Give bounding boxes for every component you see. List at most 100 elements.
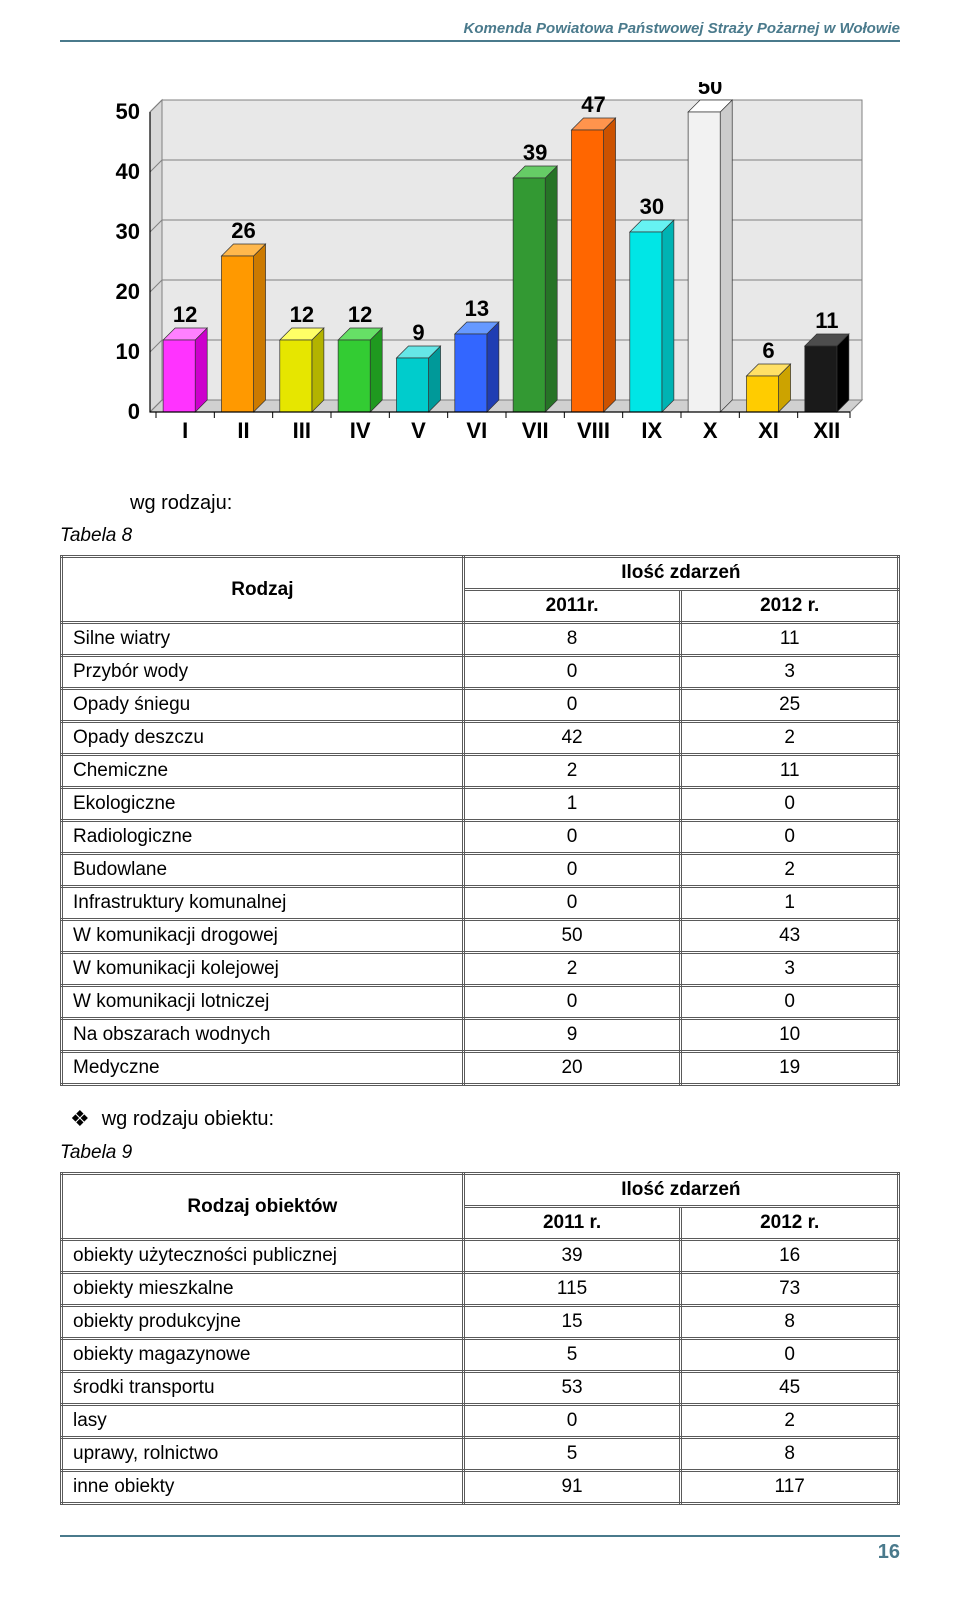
svg-text:50: 50 bbox=[698, 82, 722, 99]
row-2011: 8 bbox=[463, 623, 681, 656]
th9-ilosc: Ilość zdarzeń bbox=[463, 1174, 898, 1207]
row-2011: 0 bbox=[463, 821, 681, 854]
row-2011: 91 bbox=[463, 1471, 681, 1504]
svg-text:III: III bbox=[293, 418, 311, 443]
th9-rodzaj: Rodzaj obiektów bbox=[62, 1174, 464, 1240]
page: Komenda Powiatowa Państwowej Straży Poża… bbox=[0, 0, 960, 1604]
row-2012: 16 bbox=[681, 1240, 899, 1273]
row-name: Infrastruktury komunalnej bbox=[62, 887, 464, 920]
section-wg-rodzaju-obiektu: ❖ wg rodzaju obiektu: bbox=[70, 1106, 900, 1132]
svg-text:10: 10 bbox=[116, 339, 140, 364]
tabela8-label: Tabela 8 bbox=[60, 525, 900, 547]
svg-text:47: 47 bbox=[581, 92, 605, 117]
svg-text:IV: IV bbox=[350, 418, 371, 443]
row-2011: 0 bbox=[463, 1405, 681, 1438]
svg-text:12: 12 bbox=[173, 302, 197, 327]
row-2012: 3 bbox=[681, 953, 899, 986]
row-name: uprawy, rolnictwo bbox=[62, 1438, 464, 1471]
th-2012: 2012 r. bbox=[681, 590, 899, 623]
row-name: obiekty użyteczności publicznej bbox=[62, 1240, 464, 1273]
row-name: W komunikacji lotniczej bbox=[62, 986, 464, 1019]
diamond-bullet-icon: ❖ bbox=[70, 1106, 90, 1132]
row-2012: 45 bbox=[681, 1372, 899, 1405]
row-name: obiekty magazynowe bbox=[62, 1339, 464, 1372]
svg-text:XI: XI bbox=[758, 418, 779, 443]
table-row: Medyczne2019 bbox=[62, 1052, 899, 1085]
svg-text:40: 40 bbox=[116, 159, 140, 184]
table-row: W komunikacji lotniczej00 bbox=[62, 986, 899, 1019]
row-name: Na obszarach wodnych bbox=[62, 1019, 464, 1052]
row-name: W komunikacji drogowej bbox=[62, 920, 464, 953]
th-ilosc: Ilość zdarzeń bbox=[463, 557, 898, 590]
table-row: Przybór wody03 bbox=[62, 656, 899, 689]
row-2012: 2 bbox=[681, 722, 899, 755]
row-2011: 50 bbox=[463, 920, 681, 953]
table-row: obiekty magazynowe50 bbox=[62, 1339, 899, 1372]
table-row: W komunikacji drogowej5043 bbox=[62, 920, 899, 953]
table-row: Opady deszczu422 bbox=[62, 722, 899, 755]
row-2012: 0 bbox=[681, 821, 899, 854]
row-2011: 0 bbox=[463, 656, 681, 689]
svg-text:11: 11 bbox=[815, 308, 838, 333]
table-row: lasy02 bbox=[62, 1405, 899, 1438]
row-2012: 11 bbox=[681, 623, 899, 656]
row-2011: 15 bbox=[463, 1306, 681, 1339]
row-name: Medyczne bbox=[62, 1052, 464, 1085]
svg-text:30: 30 bbox=[116, 219, 140, 244]
row-name: środki transportu bbox=[62, 1372, 464, 1405]
row-2011: 0 bbox=[463, 854, 681, 887]
section-wg-rodzaju: wg rodzaju: bbox=[130, 492, 900, 515]
page-header: Komenda Powiatowa Państwowej Straży Poża… bbox=[60, 20, 900, 42]
row-2012: 2 bbox=[681, 1405, 899, 1438]
page-number: 16 bbox=[60, 1537, 900, 1564]
table-row: inne obiekty91117 bbox=[62, 1471, 899, 1504]
row-name: Silne wiatry bbox=[62, 623, 464, 656]
svg-text:0: 0 bbox=[128, 399, 140, 424]
row-2012: 117 bbox=[681, 1471, 899, 1504]
row-2012: 19 bbox=[681, 1052, 899, 1085]
row-2012: 0 bbox=[681, 1339, 899, 1372]
row-2012: 73 bbox=[681, 1273, 899, 1306]
svg-text:V: V bbox=[411, 418, 426, 443]
row-2011: 53 bbox=[463, 1372, 681, 1405]
row-2012: 11 bbox=[681, 755, 899, 788]
svg-text:39: 39 bbox=[523, 140, 547, 165]
table-row: Na obszarach wodnych910 bbox=[62, 1019, 899, 1052]
row-name: Opady deszczu bbox=[62, 722, 464, 755]
row-name: obiekty mieszkalne bbox=[62, 1273, 464, 1306]
row-2011: 20 bbox=[463, 1052, 681, 1085]
row-name: Przybór wody bbox=[62, 656, 464, 689]
row-name: Opady śniegu bbox=[62, 689, 464, 722]
table-row: Silne wiatry811 bbox=[62, 623, 899, 656]
row-name: Radiologiczne bbox=[62, 821, 464, 854]
row-2011: 9 bbox=[463, 1019, 681, 1052]
row-2011: 0 bbox=[463, 887, 681, 920]
row-name: obiekty produkcyjne bbox=[62, 1306, 464, 1339]
svg-text:12: 12 bbox=[348, 302, 372, 327]
table-rodzaj: Rodzaj Ilość zdarzeń 2011r. 2012 r. Siln… bbox=[60, 555, 900, 1086]
table-row: Infrastruktury komunalnej01 bbox=[62, 887, 899, 920]
th-rodzaj: Rodzaj bbox=[62, 557, 464, 623]
row-name: Budowlane bbox=[62, 854, 464, 887]
row-2012: 8 bbox=[681, 1438, 899, 1471]
svg-text:30: 30 bbox=[640, 194, 664, 219]
table-row: Opady śniegu025 bbox=[62, 689, 899, 722]
row-2012: 25 bbox=[681, 689, 899, 722]
th9-2012: 2012 r. bbox=[681, 1207, 899, 1240]
row-2011: 5 bbox=[463, 1438, 681, 1471]
row-name: Ekologiczne bbox=[62, 788, 464, 821]
svg-text:I: I bbox=[182, 418, 188, 443]
row-2012: 10 bbox=[681, 1019, 899, 1052]
svg-text:VI: VI bbox=[466, 418, 487, 443]
row-name: Chemiczne bbox=[62, 755, 464, 788]
row-2011: 1 bbox=[463, 788, 681, 821]
table-row: W komunikacji kolejowej23 bbox=[62, 953, 899, 986]
row-name: W komunikacji kolejowej bbox=[62, 953, 464, 986]
table-row: środki transportu5345 bbox=[62, 1372, 899, 1405]
tabela9-label: Tabela 9 bbox=[60, 1142, 900, 1164]
row-2011: 2 bbox=[463, 755, 681, 788]
row-2011: 39 bbox=[463, 1240, 681, 1273]
row-2012: 2 bbox=[681, 854, 899, 887]
th9-2011: 2011 r. bbox=[463, 1207, 681, 1240]
row-2012: 8 bbox=[681, 1306, 899, 1339]
